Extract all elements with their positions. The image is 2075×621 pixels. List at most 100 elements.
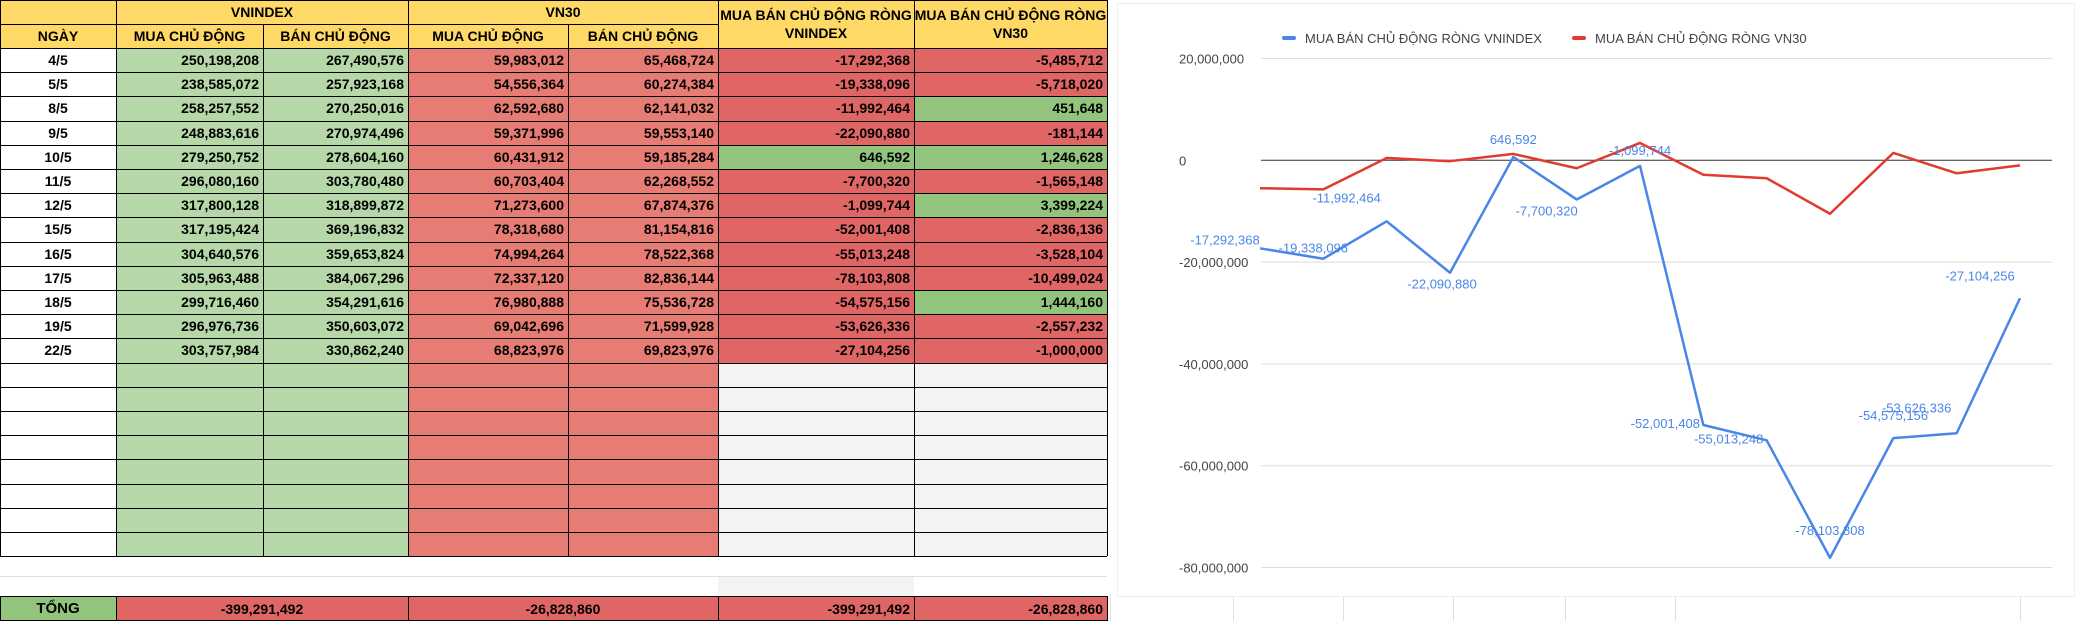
empty-cell[interactable]	[914, 386, 1107, 411]
table-cell-date[interactable]: 22/5	[0, 338, 116, 363]
table-cell-vni_sell[interactable]: 359,653,824	[263, 241, 408, 266]
empty-cell[interactable]	[263, 411, 408, 436]
empty-cell[interactable]	[568, 459, 718, 484]
table-cell-vn30_buy[interactable]: 54,556,364	[408, 72, 568, 97]
empty-cell[interactable]	[718, 459, 914, 484]
table-cell-vn30_buy[interactable]: 60,703,404	[408, 169, 568, 194]
empty-cell[interactable]	[568, 362, 718, 387]
empty-cell[interactable]	[568, 507, 718, 532]
empty-cell[interactable]	[116, 386, 263, 411]
empty-cell[interactable]	[263, 483, 408, 508]
empty-cell[interactable]	[408, 435, 568, 460]
table-cell-vni_buy[interactable]: 304,640,576	[116, 241, 263, 266]
table-cell-date[interactable]: 5/5	[0, 72, 116, 97]
table-cell-vni_sell[interactable]: 350,603,072	[263, 314, 408, 339]
empty-cell[interactable]	[718, 435, 914, 460]
empty-cell[interactable]	[914, 532, 1107, 557]
table-cell-vn30_sell[interactable]: 62,141,032	[568, 96, 718, 121]
empty-cell[interactable]	[0, 576, 116, 597]
table-cell-vn30_buy[interactable]: 60,431,912	[408, 144, 568, 169]
table-cell-vn30_buy[interactable]: 68,823,976	[408, 338, 568, 363]
header-vn30[interactable]: VN30	[408, 0, 718, 24]
table-cell-vn30_buy[interactable]: 72,337,120	[408, 265, 568, 290]
empty-cell[interactable]	[914, 483, 1107, 508]
table-cell-vn30_buy[interactable]: 59,371,996	[408, 120, 568, 145]
table-cell-vni_sell[interactable]: 318,899,872	[263, 193, 408, 218]
empty-cell[interactable]	[718, 411, 914, 436]
empty-sheet-grid[interactable]	[1110, 594, 2075, 621]
table-cell-vn30_sell[interactable]: 69,823,976	[568, 338, 718, 363]
empty-cell[interactable]	[568, 483, 718, 508]
table-cell-vn30_buy[interactable]: 62,592,680	[408, 96, 568, 121]
empty-cell[interactable]	[408, 386, 568, 411]
empty-cell[interactable]	[914, 459, 1107, 484]
table-cell-net_vni[interactable]: -17,292,368	[718, 48, 914, 73]
table-cell-net_vni[interactable]: -27,104,256	[718, 338, 914, 363]
total-label[interactable]: TỔNG	[0, 596, 116, 621]
table-cell-net_vn30[interactable]: -1,000,000	[914, 338, 1107, 363]
table-cell-vni_buy[interactable]: 299,716,460	[116, 290, 263, 315]
header-net-vnindex[interactable]: MUA BÁN CHỦ ĐỘNG RÒNG VNINDEX	[718, 0, 914, 48]
empty-cell[interactable]	[263, 459, 408, 484]
empty-cell[interactable]	[116, 532, 263, 557]
table-cell-date[interactable]: 12/5	[0, 193, 116, 218]
empty-cell[interactable]	[0, 362, 116, 387]
subheader-sell[interactable]: BÁN CHỦ ĐỘNG	[263, 24, 408, 48]
empty-cell[interactable]	[718, 483, 914, 508]
empty-cell[interactable]	[116, 362, 263, 387]
table-cell-net_vn30[interactable]: -181,144	[914, 120, 1107, 145]
table-cell-vn30_buy[interactable]: 71,273,600	[408, 193, 568, 218]
empty-cell[interactable]	[568, 386, 718, 411]
empty-cell[interactable]	[718, 576, 914, 597]
empty-cell[interactable]	[718, 362, 914, 387]
empty-cell[interactable]	[263, 386, 408, 411]
empty-cell[interactable]	[914, 411, 1107, 436]
table-cell-vn30_sell[interactable]: 59,553,140	[568, 120, 718, 145]
table-cell-vni_buy[interactable]: 296,080,160	[116, 169, 263, 194]
table-cell-vni_buy[interactable]: 258,257,552	[116, 96, 263, 121]
empty-cell[interactable]	[0, 459, 116, 484]
table-cell-net_vni[interactable]: -1,099,744	[718, 193, 914, 218]
table-cell-vni_buy[interactable]: 305,963,488	[116, 265, 263, 290]
empty-cell[interactable]	[263, 435, 408, 460]
table-cell-date[interactable]: 17/5	[0, 265, 116, 290]
table-cell-vni_sell[interactable]: 270,974,496	[263, 120, 408, 145]
table-cell-vn30_buy[interactable]: 59,983,012	[408, 48, 568, 73]
table-cell-vn30_sell[interactable]: 71,599,928	[568, 314, 718, 339]
table-cell-date[interactable]: 19/5	[0, 314, 116, 339]
empty-cell[interactable]	[116, 435, 263, 460]
empty-cell[interactable]	[116, 483, 263, 508]
subheader-buy[interactable]: MUA CHỦ ĐỘNG	[116, 24, 263, 48]
empty-cell[interactable]	[914, 435, 1107, 460]
table-cell-date[interactable]: 10/5	[0, 144, 116, 169]
table-cell-vni_sell[interactable]: 384,067,296	[263, 265, 408, 290]
table-cell-vn30_sell[interactable]: 65,468,724	[568, 48, 718, 73]
table-cell-net_vni[interactable]: 646,592	[718, 144, 914, 169]
subheader-buy[interactable]: MUA CHỦ ĐỘNG	[408, 24, 568, 48]
empty-cell[interactable]	[568, 556, 718, 577]
empty-cell[interactable]	[116, 411, 263, 436]
total-vnindex[interactable]: -399,291,492	[116, 596, 408, 621]
empty-cell[interactable]	[718, 386, 914, 411]
table-cell-vni_sell[interactable]: 257,923,168	[263, 72, 408, 97]
empty-cell[interactable]	[914, 576, 1107, 597]
empty-cell[interactable]	[408, 532, 568, 557]
net-active-trading-line-chart[interactable]: MUA BÁN CHỦ ĐỘNG RÒNG VNINDEX MUA BÁN CH…	[1117, 3, 2075, 597]
empty-cell[interactable]	[408, 576, 568, 597]
empty-cell[interactable]	[0, 532, 116, 557]
header-vnindex[interactable]: VNINDEX	[116, 0, 408, 24]
table-cell-vn30_sell[interactable]: 62,268,552	[568, 169, 718, 194]
table-cell-net_vni[interactable]: -11,992,464	[718, 96, 914, 121]
empty-cell[interactable]	[408, 507, 568, 532]
empty-cell[interactable]	[116, 459, 263, 484]
spreadsheet-grid[interactable]: NGÀY VNINDEX VN30 MUA BÁN CHỦ ĐỘNG RÒNG VNI…	[0, 0, 1110, 621]
empty-cell[interactable]	[263, 507, 408, 532]
table-cell-vni_buy[interactable]: 296,976,736	[116, 314, 263, 339]
total-net-vnindex[interactable]: -399,291,492	[718, 596, 914, 621]
empty-cell[interactable]	[263, 532, 408, 557]
empty-cell[interactable]	[0, 411, 116, 436]
table-cell-net_vni[interactable]: -78,103,808	[718, 265, 914, 290]
table-cell-vn30_sell[interactable]: 59,185,284	[568, 144, 718, 169]
table-cell-vn30_buy[interactable]: 74,994,264	[408, 241, 568, 266]
header-corner[interactable]	[0, 0, 116, 24]
